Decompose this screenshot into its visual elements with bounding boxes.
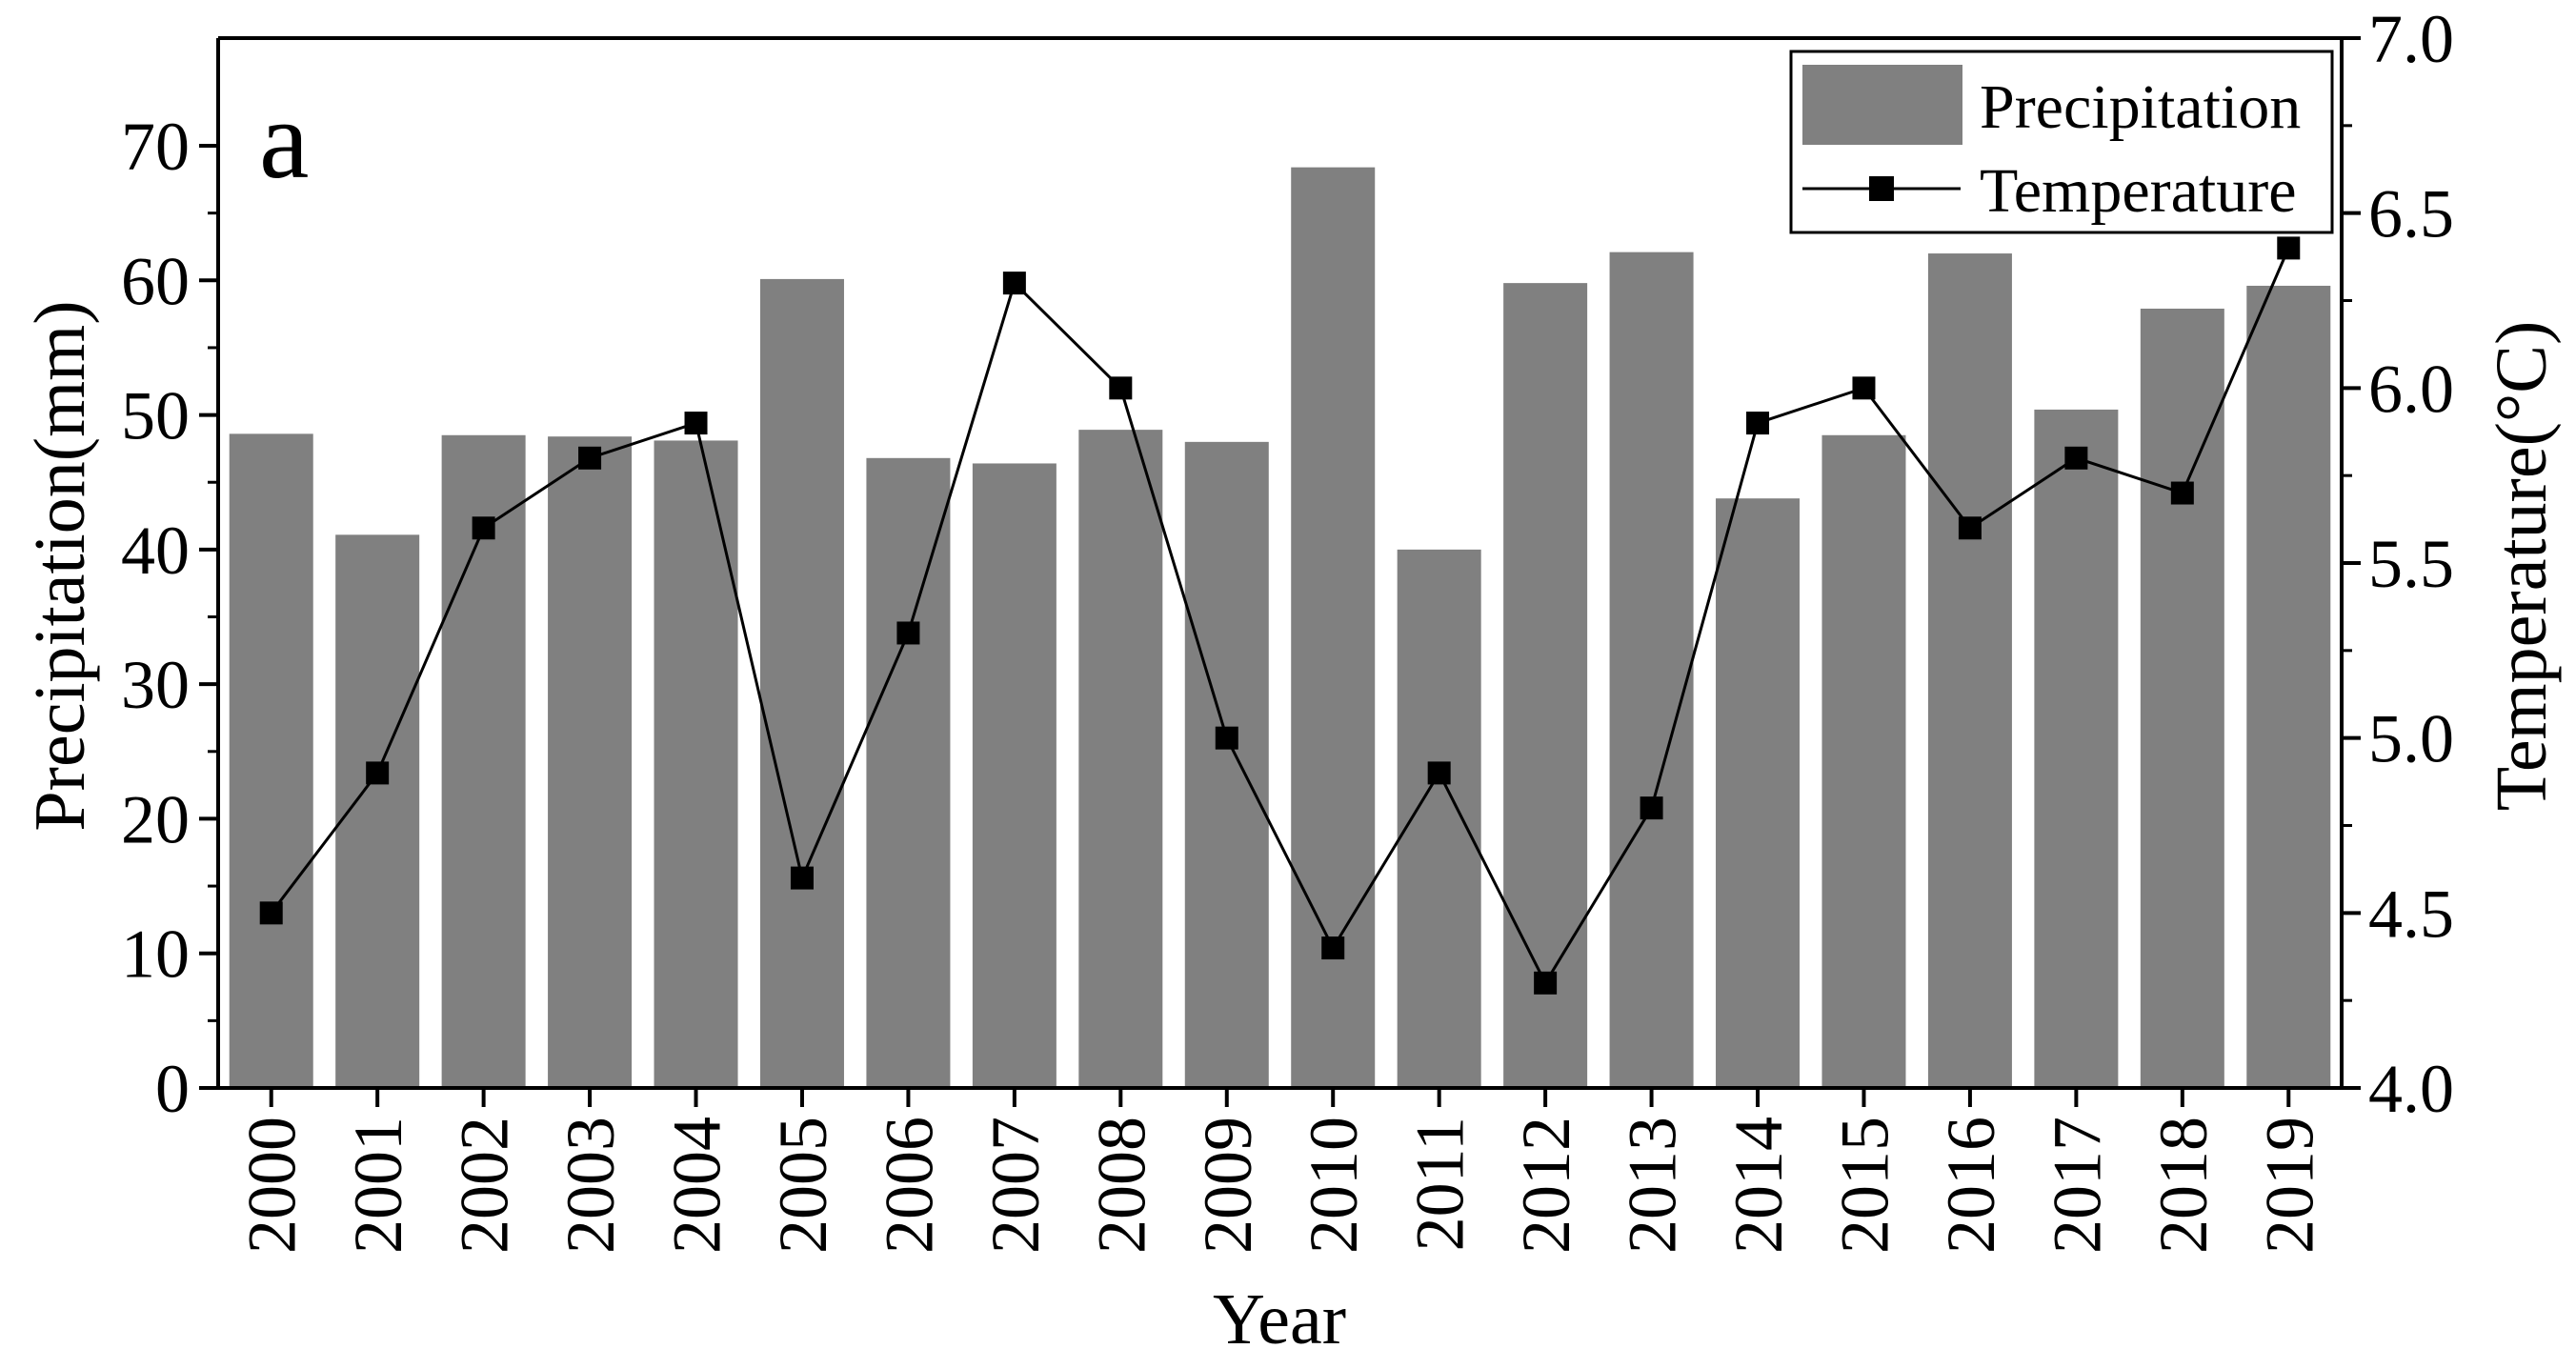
y-left-tick-label: 20 xyxy=(121,781,190,857)
temperature-point-2014 xyxy=(1746,412,1770,435)
bar-2003 xyxy=(548,436,633,1088)
x-tick-label-2000: 2000 xyxy=(234,1117,311,1254)
x-axis-ticks: 2000 2001 2002 2003 2004 2005 2006 2007 2008 2009… xyxy=(234,1088,2327,1254)
temperature-point-2018 xyxy=(2170,481,2194,505)
x-tick-label-2010: 2010 xyxy=(1296,1117,1372,1254)
temperature-point-2013 xyxy=(1640,796,1663,820)
x-tick-label-2004: 2004 xyxy=(659,1117,735,1254)
x-tick-label-2009: 2009 xyxy=(1190,1117,1266,1254)
y-left-axis-title: Precipitation(mm) xyxy=(20,300,100,831)
temperature-point-2012 xyxy=(1534,971,1558,995)
temperature-point-2000 xyxy=(259,901,283,925)
temperature-point-2015 xyxy=(1852,376,1876,400)
x-tick-label-2012: 2012 xyxy=(1508,1117,1584,1254)
y-right-tick-label: 4.5 xyxy=(2368,876,2454,952)
legend-precipitation-swatch xyxy=(1802,65,1962,145)
x-tick-label-2001: 2001 xyxy=(340,1117,416,1254)
x-tick-label-2011: 2011 xyxy=(1402,1117,1479,1251)
legend: Precipitation Temperature xyxy=(1789,50,2334,234)
temperature-point-2016 xyxy=(1958,516,1982,540)
y-left-axis-ticks: 0 10 20 30 40 50 60 70 xyxy=(121,109,218,1127)
y-left-tick-label: 50 xyxy=(121,378,190,454)
y-left-tick-label: 70 xyxy=(121,109,190,185)
bar-2009 xyxy=(1184,441,1269,1088)
temperature-point-2002 xyxy=(472,516,495,540)
temperature-point-2003 xyxy=(578,446,602,470)
x-tick-label-2014: 2014 xyxy=(1721,1117,1797,1254)
legend-temperature-marker xyxy=(1869,176,1894,201)
x-tick-label-2007: 2007 xyxy=(977,1117,1054,1254)
y-right-tick-label: 6.5 xyxy=(2368,176,2454,252)
temperature-point-2011 xyxy=(1427,761,1451,785)
x-tick-label-2017: 2017 xyxy=(2039,1117,2115,1254)
bar-2004 xyxy=(654,440,738,1088)
temperature-point-2008 xyxy=(1109,376,1133,400)
temperature-point-2004 xyxy=(684,412,708,435)
bar-2005 xyxy=(759,278,844,1088)
x-tick-label-2019: 2019 xyxy=(2251,1117,2327,1254)
x-tick-label-2003: 2003 xyxy=(553,1117,629,1254)
x-tick-label-2018: 2018 xyxy=(2145,1117,2222,1254)
panel-label: a xyxy=(259,77,309,202)
precipitation-bars xyxy=(229,167,2331,1089)
temperature-point-2009 xyxy=(1215,726,1238,750)
temperature-point-2010 xyxy=(1321,936,1345,960)
temperature-series xyxy=(259,236,2301,995)
y-left-tick-label: 60 xyxy=(121,243,190,319)
x-tick-label-2006: 2006 xyxy=(871,1117,947,1254)
temperature-point-2017 xyxy=(2064,446,2088,470)
x-tick-label-2005: 2005 xyxy=(765,1117,841,1254)
legend-temperature-label: Temperature xyxy=(1980,156,2297,226)
x-tick-label-2015: 2015 xyxy=(1826,1117,1902,1254)
temperature-point-2001 xyxy=(366,761,390,785)
bar-2010 xyxy=(1291,167,1376,1089)
y-right-tick-label: 5.5 xyxy=(2368,526,2454,602)
bar-2019 xyxy=(2246,285,2331,1088)
y-left-tick-label: 10 xyxy=(121,916,190,993)
bar-2002 xyxy=(441,434,526,1088)
bar-2006 xyxy=(866,457,951,1088)
bar-2014 xyxy=(1716,498,1801,1088)
x-tick-label-2013: 2013 xyxy=(1615,1117,1691,1254)
temperature-point-2019 xyxy=(2277,236,2301,260)
y-left-tick-label: 40 xyxy=(121,513,190,589)
bar-2008 xyxy=(1078,430,1163,1089)
temperature-point-2005 xyxy=(790,866,814,890)
x-tick-label-2002: 2002 xyxy=(447,1117,523,1254)
bar-2007 xyxy=(972,463,1057,1088)
y-right-tick-label: 5.0 xyxy=(2368,701,2454,777)
y-left-tick-label: 30 xyxy=(121,647,190,723)
temperature-line xyxy=(270,247,2290,986)
bar-2016 xyxy=(1927,253,2012,1088)
bar-2015 xyxy=(1821,434,1906,1088)
x-tick-label-2008: 2008 xyxy=(1083,1117,1159,1254)
y-right-tick-label: 6.0 xyxy=(2368,351,2454,427)
y-right-axis-title: Temperature(°C) xyxy=(2482,321,2562,812)
temperature-point-2007 xyxy=(1002,272,1026,295)
y-right-axis-ticks: 4.0 4.5 5.0 5.5 6.0 6.5 7.0 xyxy=(2342,1,2454,1127)
x-tick-label-2016: 2016 xyxy=(1933,1117,2009,1254)
bar-2017 xyxy=(2034,409,2119,1088)
bar-2018 xyxy=(2140,308,2224,1088)
bar-2012 xyxy=(1503,283,1588,1089)
y-right-tick-label: 4.0 xyxy=(2368,1051,2454,1127)
y-right-tick-label: 7.0 xyxy=(2368,1,2454,77)
x-axis-title: Year xyxy=(1213,1279,1346,1359)
y-left-tick-label: 0 xyxy=(155,1051,190,1127)
bar-2000 xyxy=(229,433,313,1088)
legend-precipitation-label: Precipitation xyxy=(1980,72,2301,142)
bar-2013 xyxy=(1609,252,1694,1089)
temperature-point-2006 xyxy=(896,621,920,645)
